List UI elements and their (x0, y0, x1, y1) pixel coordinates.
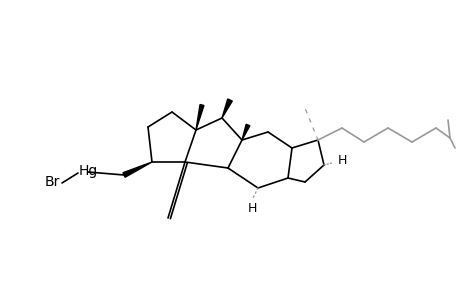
Text: H: H (247, 202, 256, 214)
Polygon shape (123, 162, 151, 177)
Polygon shape (222, 99, 232, 118)
Text: H: H (337, 154, 347, 166)
Text: Hg: Hg (78, 164, 97, 178)
Polygon shape (241, 124, 249, 140)
Text: Br: Br (44, 175, 60, 189)
Polygon shape (196, 104, 203, 130)
